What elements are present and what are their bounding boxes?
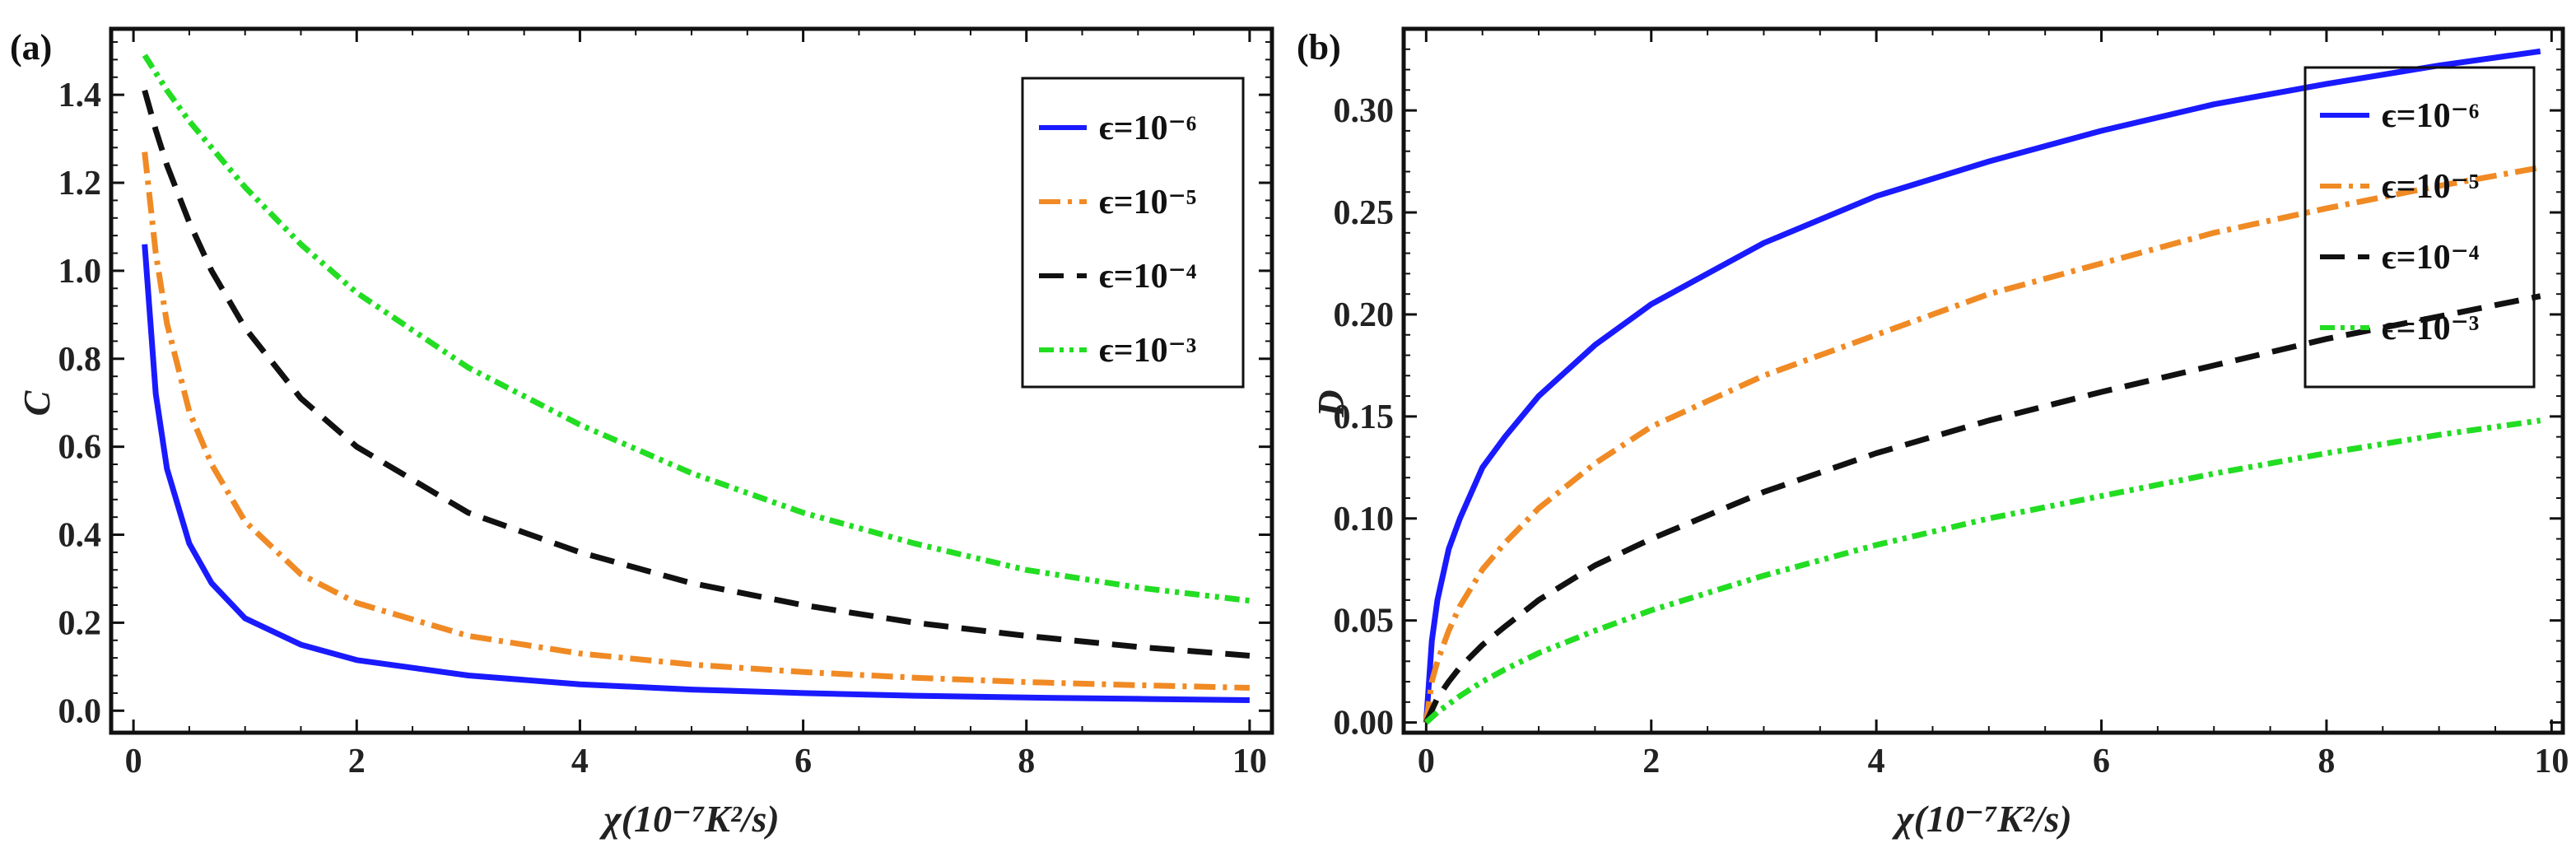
x-tick-label-a: 2: [348, 743, 366, 780]
y-tick-label-b: 0.10: [1334, 501, 1395, 538]
panel-label-a: (a): [10, 27, 52, 68]
series-line-a-1: [142, 151, 1250, 691]
series-line-b-0: [1423, 48, 2541, 723]
y-axis-title-a: C: [16, 389, 58, 416]
legend-a: ϵ=10⁻⁶ ϵ=10⁻⁵ ϵ=10⁻⁴ ϵ=10⁻³: [1021, 77, 1245, 389]
panel-label-b: (b): [1297, 27, 1341, 68]
legend-label-a-0: ϵ=10⁻⁶: [1099, 109, 1196, 147]
x-tick-label-b: 2: [1642, 743, 1660, 780]
y-tick-label-a: 0.0: [58, 692, 102, 730]
x-tick-label-a: 0: [125, 743, 142, 780]
x-tick-label-a: 10: [1232, 743, 1267, 780]
panel-b: (b) 0 2 4 6 8 100.000.050.100.150.200.250.30 …: [1297, 26, 2569, 840]
y-tick-label-b: 0.20: [1334, 296, 1395, 334]
x-axis-title-b: χ(10⁻⁷K²/s): [1891, 798, 2071, 840]
y-tick-label-b: 0.00: [1334, 705, 1395, 743]
x-tick-label-a: 8: [1018, 743, 1035, 780]
legend-label-a-2: ϵ=10⁻⁴: [1099, 258, 1197, 296]
legend-label-b-3: ϵ=10⁻³: [2382, 310, 2479, 347]
series-line-b-2: [1423, 293, 2541, 724]
y-tick-label-a: 1.2: [58, 165, 102, 203]
x-tick-label-b: 8: [2317, 743, 2335, 780]
x-axis-title-a: χ(10⁻⁷K²/s): [599, 798, 779, 840]
y-tick-label-a: 0.8: [58, 341, 102, 379]
legend-b: ϵ=10⁻⁶ ϵ=10⁻⁵ ϵ=10⁻⁴ ϵ=10⁻³: [2303, 66, 2536, 389]
legend-label-b-2: ϵ=10⁻⁴: [2382, 239, 2480, 277]
series-line-a-0: [142, 244, 1250, 703]
legend-label-a-1: ϵ=10⁻⁵: [1099, 184, 1196, 221]
x-tick-label-a: 4: [571, 743, 589, 780]
y-tick-label-b: 0.30: [1334, 92, 1395, 130]
x-tick-label-b: 6: [2093, 743, 2110, 780]
y-tick-label-b: 0.25: [1334, 194, 1395, 232]
y-tick-label-a: 1.0: [58, 253, 102, 291]
series-line-b-3: [1423, 417, 2541, 725]
legend-label-b-0: ϵ=10⁻⁶: [2382, 97, 2479, 135]
plot-area-a: 0 2 4 6 8 10 0.0 0.2 0.4 0.6 0.8 1.0 1.2 1.4: [58, 29, 1272, 780]
y-axis-title-b: D: [1310, 389, 1352, 417]
series-line-a-2: [142, 89, 1251, 659]
legend-box-b: [2303, 66, 2536, 389]
y-tick-label-b: 0.05: [1334, 603, 1395, 640]
panel-a: (a) 0 2 4 6 8 10 0.0 0.2 0.4 0.6 0.8 1.0 1.2 1.4 C χ(…: [10, 26, 1274, 840]
y-tick-label-a: 0.2: [58, 604, 102, 642]
legend-label-b-1: ϵ=10⁻⁵: [2382, 168, 2479, 206]
plot-area-b: 0 2 4 6 8 10 0.00 0.05 0.10 0.15 0.20 0.25 0.30: [1334, 29, 2569, 780]
legend-label-a-3: ϵ=10⁻³: [1099, 332, 1196, 370]
y-tick-label-a: 0.4: [58, 517, 102, 555]
x-tick-label-b: 10: [2534, 743, 2569, 780]
plot-frame-b: [1401, 26, 2565, 735]
y-tick-label-b: 0.15: [1334, 398, 1395, 436]
y-tick-label-a: 1.4: [58, 77, 102, 114]
series-line-b-1: [1423, 165, 2541, 724]
series-line-a-3: [142, 54, 1251, 604]
x-tick-label-a: 6: [794, 743, 812, 780]
x-tick-label-b: 4: [1868, 743, 1885, 780]
x-tick-label-b: 0: [1418, 743, 1435, 780]
plot-frame-a: [109, 26, 1274, 735]
y-tick-label-a: 0.6: [58, 429, 102, 467]
